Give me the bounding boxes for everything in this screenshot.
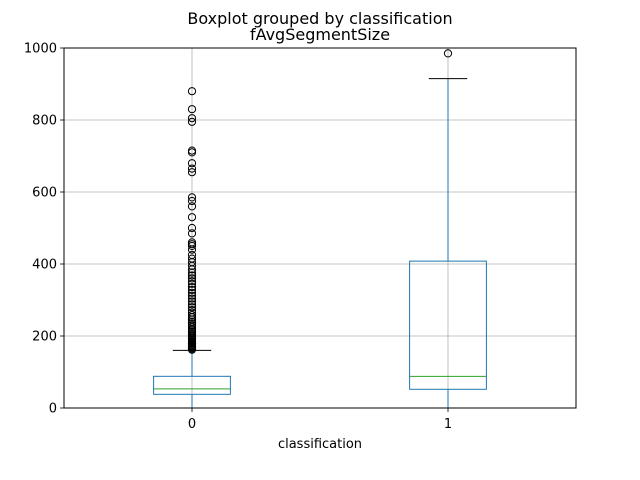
- chart-title: Boxplot grouped by classification: [187, 9, 452, 28]
- y-axis: 0 200 400 600 800 1000: [24, 42, 64, 417]
- x-axis-label: classification: [278, 437, 362, 452]
- outlier-point: [187, 317, 197, 326]
- outlier-point: [187, 297, 197, 306]
- outlier-point: [187, 300, 197, 309]
- outlier-point: [187, 202, 197, 211]
- outlier-point: [443, 49, 453, 58]
- outlier-point: [187, 311, 197, 320]
- outlier-point: [187, 223, 197, 233]
- outlier-point: [187, 213, 197, 222]
- chart-subtitle: fAvgSegmentSize: [250, 25, 390, 44]
- box-1: [409, 49, 487, 409]
- y-tick-label: 200: [32, 330, 57, 345]
- outlier-point: [187, 238, 197, 247]
- outlier-point: [187, 294, 197, 303]
- outlier-point: [187, 114, 197, 123]
- outlier-point: [187, 277, 197, 286]
- outlier-point: [187, 305, 197, 315]
- outlier-point: [187, 303, 197, 312]
- outlier-point: [187, 159, 197, 168]
- outlier-point: [187, 229, 197, 238]
- outlier-point: [187, 87, 197, 96]
- x-tick-label: 1: [444, 417, 452, 432]
- y-tick-label: 0: [49, 402, 57, 417]
- iqr-box: [153, 375, 231, 395]
- y-tick-label: 600: [32, 186, 57, 201]
- outlier-point: [187, 288, 197, 297]
- y-tick-label: 800: [32, 114, 57, 129]
- plot-frame: [63, 47, 577, 409]
- outlier-point: [187, 271, 197, 280]
- outlier-point: [187, 146, 197, 155]
- outlier-point: [187, 279, 197, 288]
- outlier-point: [187, 285, 197, 295]
- outlier-point: [187, 164, 197, 173]
- outlier-point: [187, 168, 197, 177]
- iqr-box: [409, 260, 487, 390]
- outlier-point: [187, 282, 197, 292]
- box-group: [153, 49, 487, 409]
- x-tick-label: 0: [188, 417, 196, 432]
- outlier-point: [187, 274, 197, 283]
- outlier-point: [187, 254, 197, 263]
- y-tick-label: 1000: [24, 42, 57, 57]
- outlier-point: [187, 117, 197, 126]
- outlier-point: [187, 193, 197, 202]
- outlier-point: [187, 291, 197, 300]
- outlier-point: [187, 250, 197, 260]
- grid-lines: [64, 47, 576, 409]
- outlier-point: [187, 196, 197, 206]
- outlier-point: [187, 105, 197, 114]
- outlier-point: [187, 308, 197, 317]
- y-tick-label: 400: [32, 258, 57, 273]
